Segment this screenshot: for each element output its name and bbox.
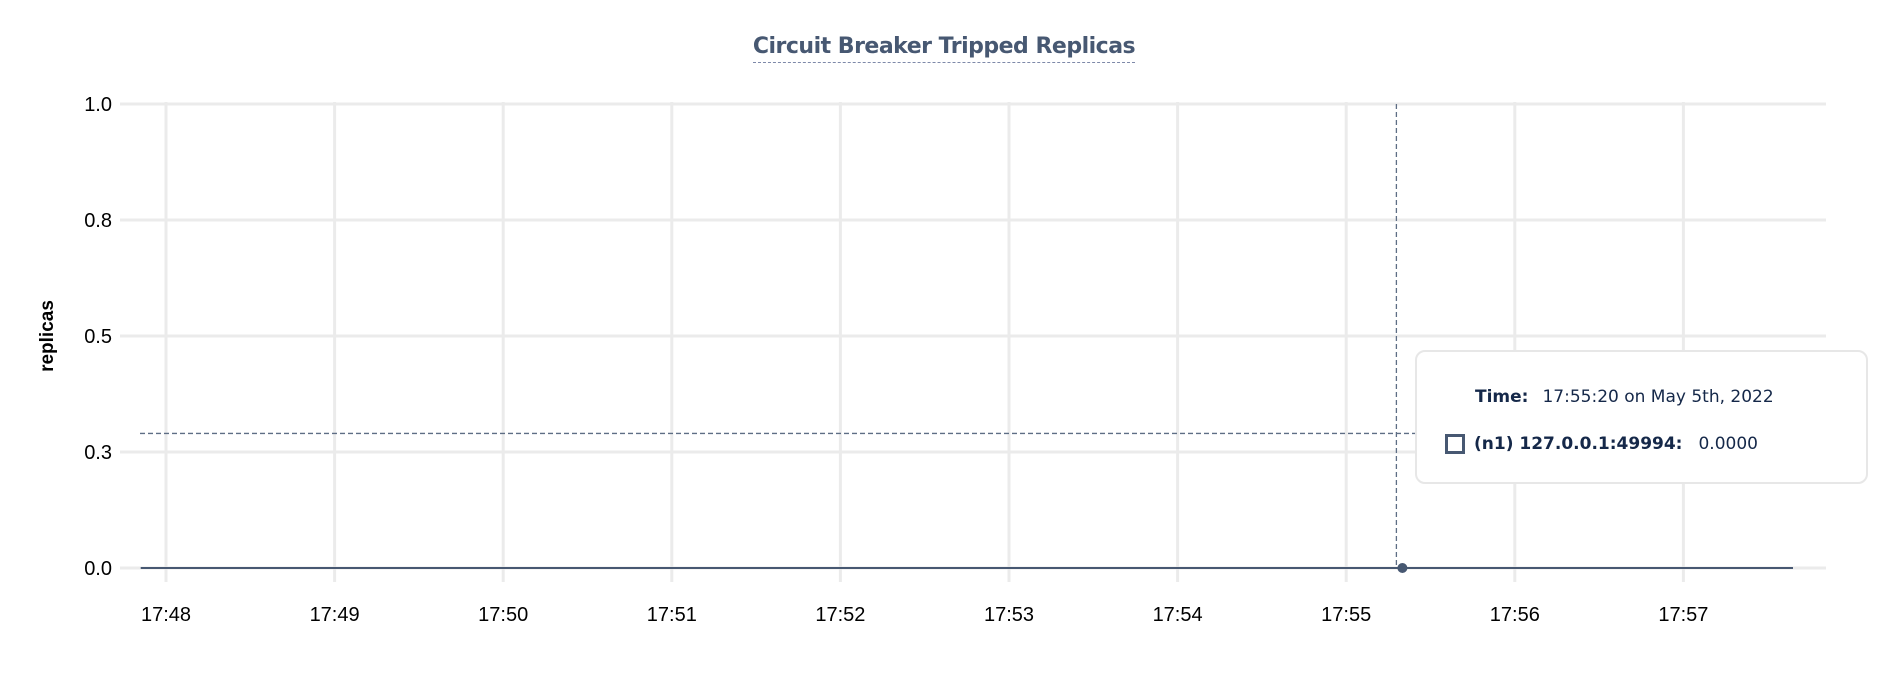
tooltip-time-value: 17:55:20 on May 5th, 2022 bbox=[1542, 387, 1774, 407]
y-tick-label: 0.5 bbox=[84, 326, 112, 348]
x-tick-label: 17:50 bbox=[478, 604, 528, 626]
y-tick-label: 0.8 bbox=[84, 210, 112, 232]
tooltip-time-label: Time: bbox=[1475, 387, 1529, 407]
y-tick-label: 0.3 bbox=[84, 442, 112, 464]
y-tick-label: 0.0 bbox=[84, 558, 112, 580]
x-tick-label: 17:56 bbox=[1490, 604, 1540, 626]
x-tick-label: 17:57 bbox=[1658, 604, 1708, 626]
x-tick-label: 17:53 bbox=[984, 604, 1034, 626]
tooltip: Time: 17:55:20 on May 5th, 2022 (n1) 127.… bbox=[1415, 350, 1868, 484]
chart-title: Circuit Breaker Tripped Replicas bbox=[0, 34, 1888, 63]
x-tick-label: 17:48 bbox=[141, 604, 191, 626]
x-tick-label: 17:55 bbox=[1321, 604, 1371, 626]
x-tick-label: 17:51 bbox=[647, 604, 697, 626]
tooltip-series-value: 0.0000 bbox=[1698, 434, 1758, 454]
hover-point bbox=[1397, 563, 1408, 573]
x-tick-label: 17:49 bbox=[310, 604, 360, 626]
x-tick-label: 17:54 bbox=[1153, 604, 1203, 626]
series-swatch-icon bbox=[1445, 434, 1465, 454]
tooltip-series-label: (n1) 127.0.0.1:49994: bbox=[1474, 434, 1683, 454]
y-tick-label: 1.0 bbox=[84, 94, 112, 116]
x-tick-label: 17:52 bbox=[815, 604, 865, 626]
